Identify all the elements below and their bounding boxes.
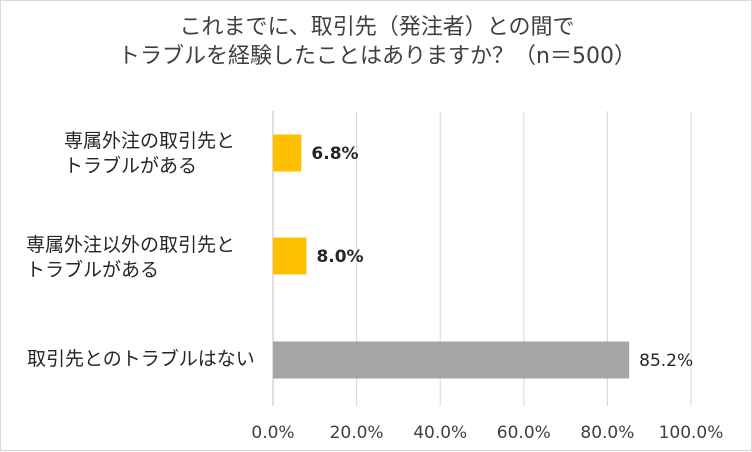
x-tick-label: 40.0% [413, 423, 467, 443]
category-label-line: 取引先とのトラブルはない [27, 348, 255, 370]
data-label: 6.8% [311, 144, 358, 164]
chart-title-line-2: トラブルを経験したことはありますか？（n＝500） [118, 44, 636, 69]
category-label-line: トラブルがある [26, 259, 160, 281]
data-label: 85.2% [639, 351, 693, 371]
category-label-line: 専属外注の取引先と [64, 130, 236, 152]
x-tick-label: 0.0% [251, 423, 294, 443]
data-label: 8.0% [316, 247, 363, 267]
category-label-line: トラブルがある [64, 155, 198, 177]
bar [273, 134, 302, 172]
bar [273, 341, 630, 379]
chart-title-line-1: これまでに、取引先（発注者）との間で [179, 15, 575, 40]
x-tick-label: 20.0% [330, 423, 384, 443]
x-tick-label: 100.0% [659, 423, 724, 443]
category-label-no-trouble: 取引先とのトラブルはない [27, 347, 255, 372]
chart-title: これまでに、取引先（発注者）との間で トラブルを経験したことはありますか？（n＝… [1, 13, 752, 71]
category-label-exclusive: 専属外注の取引先と トラブルがある [64, 129, 235, 179]
x-tick-label: 80.0% [580, 423, 634, 443]
category-label-non-exclusive: 専属外注以外の取引先と トラブルがある [26, 233, 235, 283]
x-tick-label: 60.0% [497, 423, 551, 443]
bar [273, 237, 307, 275]
category-label-line: 専属外注以外の取引先と [26, 234, 236, 256]
